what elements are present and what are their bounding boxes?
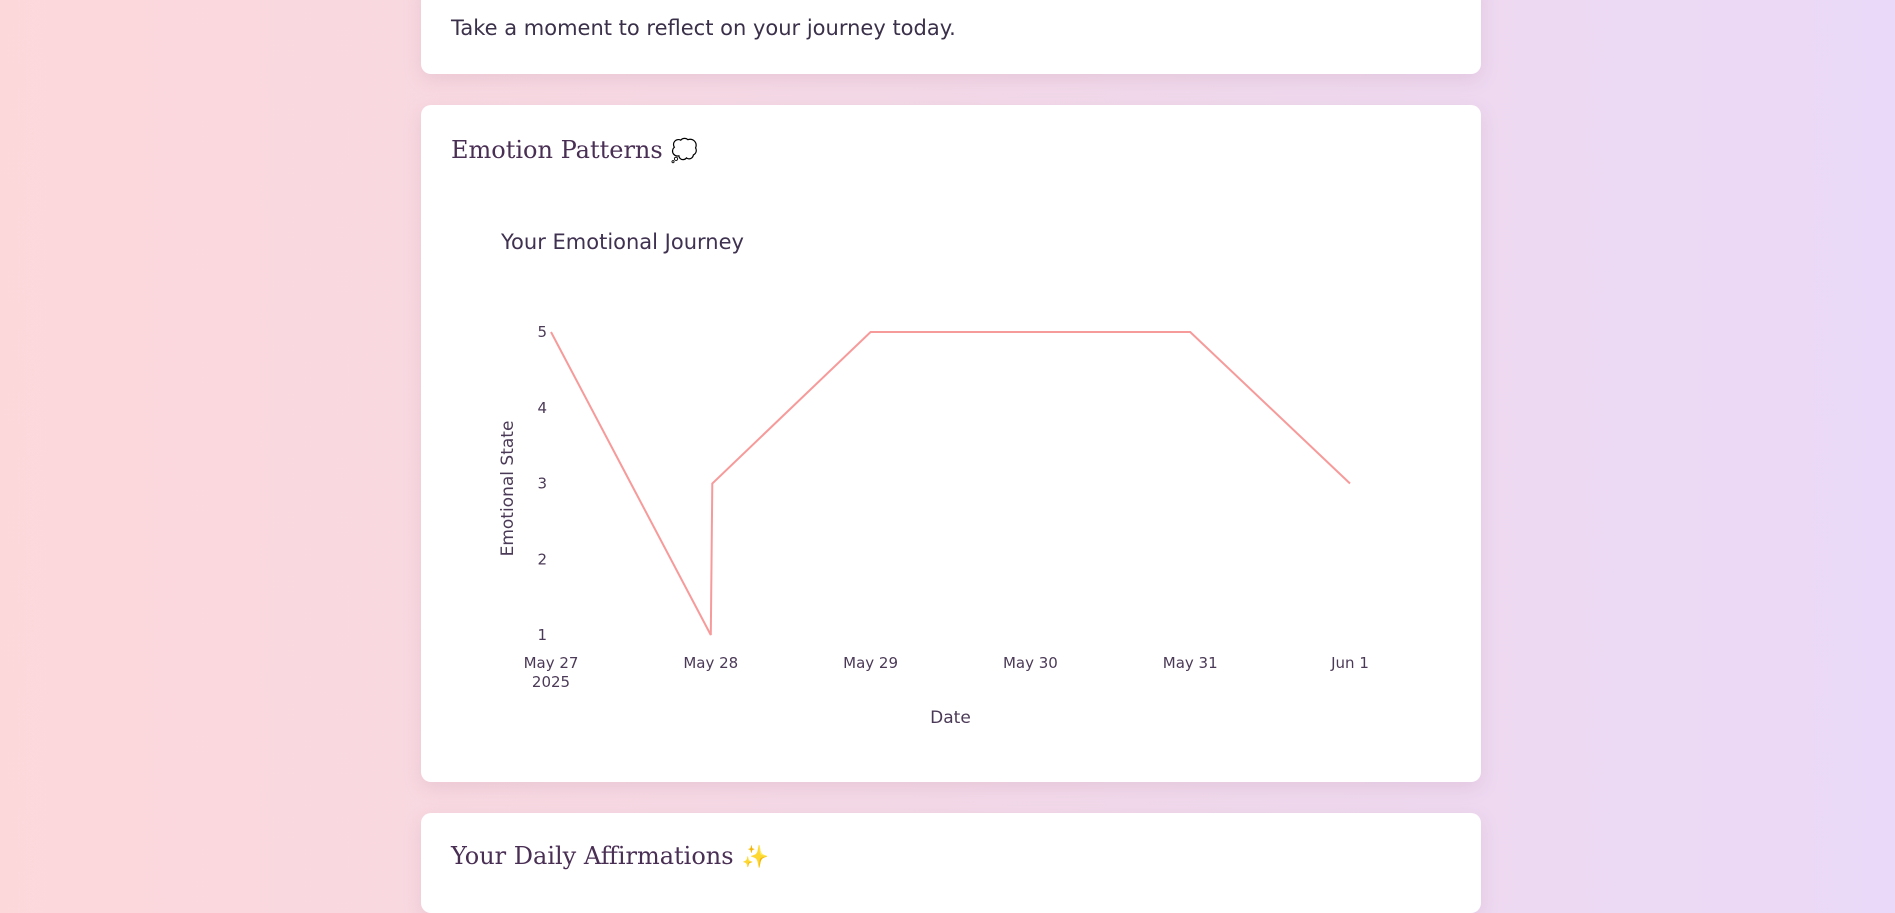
x-tick-label: May 30 bbox=[1003, 654, 1058, 672]
y-tick-label: 4 bbox=[537, 399, 547, 417]
emotion-line-chart: 1 2 3 4 5 May 27 2025 May 28 May 29 May 30 May 31… bbox=[498, 323, 1369, 728]
affirmations-title-text: Your Daily Affirmations bbox=[451, 842, 734, 870]
x-axis-title: Date bbox=[930, 708, 971, 728]
chart-title: Your Emotional Journey bbox=[501, 230, 744, 254]
affirmations-title: Your Daily Affirmations ✨ bbox=[451, 842, 769, 870]
emotion-patterns-title: Emotion Patterns 💭 bbox=[451, 136, 698, 164]
reflection-message: Take a moment to reflect on your journey… bbox=[451, 16, 956, 40]
reflection-card: Take a moment to reflect on your journey… bbox=[421, 0, 1481, 74]
affirmations-card: Your Daily Affirmations ✨ bbox=[421, 813, 1481, 913]
y-axis-title: Emotional State bbox=[498, 421, 518, 557]
x-tick-label: May 27 2025 bbox=[524, 654, 579, 691]
x-tick-label: May 31 bbox=[1163, 654, 1218, 672]
series-line bbox=[550, 331, 1351, 636]
emotion-patterns-title-text: Emotion Patterns bbox=[451, 136, 663, 164]
y-tick-label: 1 bbox=[537, 626, 547, 644]
thought-bubble-icon: 💭 bbox=[670, 139, 699, 164]
y-tick-label: 3 bbox=[537, 475, 547, 493]
emotion-patterns-card: Emotion Patterns 💭 Your Emotional Journey… bbox=[421, 105, 1481, 782]
x-tick-label: May 28 bbox=[683, 654, 738, 672]
y-tick-label: 2 bbox=[537, 550, 547, 568]
x-tick-label: May 29 bbox=[843, 654, 898, 672]
y-tick-label: 5 bbox=[537, 323, 547, 341]
sparkles-icon: ✨ bbox=[741, 845, 769, 870]
x-tick-label: Jun 1 bbox=[1330, 654, 1369, 672]
